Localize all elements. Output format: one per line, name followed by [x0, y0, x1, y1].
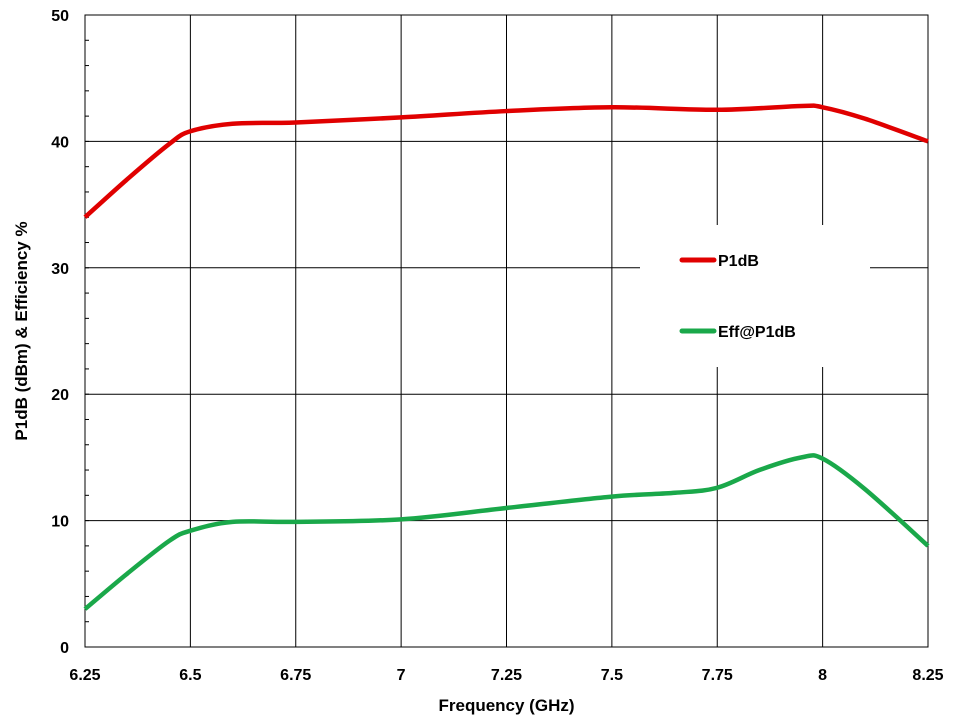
x-tick-label: 8.25 [912, 667, 943, 684]
y-tick-label: 0 [60, 640, 69, 657]
series-lines [83, 103, 930, 611]
x-tick-label: 7.5 [601, 667, 623, 684]
x-tick-labels: 6.25 6.5 6.75 7 7.25 7.5 7.75 8 8.25 [69, 667, 943, 684]
x-tick-label: 6.5 [179, 667, 201, 684]
x-tick-label: 8 [818, 667, 827, 684]
plot-area-border [84, 14, 929, 648]
y-tick-label: 30 [51, 261, 69, 278]
series-line-eff [83, 453, 930, 611]
y-tick-label: 20 [51, 387, 69, 404]
x-axis-title: Frequency (GHz) [438, 696, 574, 715]
x-tick-label: 6.75 [280, 667, 311, 684]
y-tick-labels: 0 10 20 30 40 50 [51, 8, 69, 657]
y-axis-title: P1dB (dBm) & Efficiency % [12, 221, 31, 440]
legend-label-p1db: P1dB [718, 253, 759, 270]
legend-label-eff: Eff@P1dB [718, 324, 796, 341]
x-tick-label: 7.25 [491, 667, 522, 684]
x-tick-label: 7.75 [702, 667, 733, 684]
x-tick-label: 6.25 [69, 667, 100, 684]
y-tick-label: 50 [51, 8, 69, 25]
y-tick-label: 10 [51, 514, 69, 531]
legend-box [640, 225, 870, 367]
x-tick-label: 7 [397, 667, 406, 684]
minor-ticks [85, 14, 89, 648]
legend: P1dB Eff@P1dB [640, 225, 870, 367]
y-tick-label: 40 [51, 134, 69, 151]
series-line-p1db [83, 103, 929, 219]
